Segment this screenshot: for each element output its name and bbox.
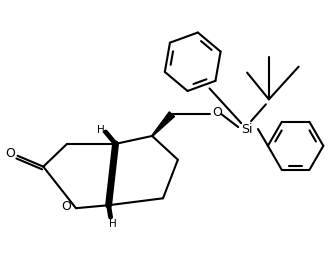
Polygon shape [152, 112, 175, 136]
Text: H: H [109, 219, 116, 229]
Text: H: H [97, 125, 105, 135]
Text: O: O [6, 147, 16, 160]
Text: O: O [61, 200, 71, 213]
Text: O: O [213, 106, 222, 119]
Text: Si: Si [241, 122, 253, 135]
